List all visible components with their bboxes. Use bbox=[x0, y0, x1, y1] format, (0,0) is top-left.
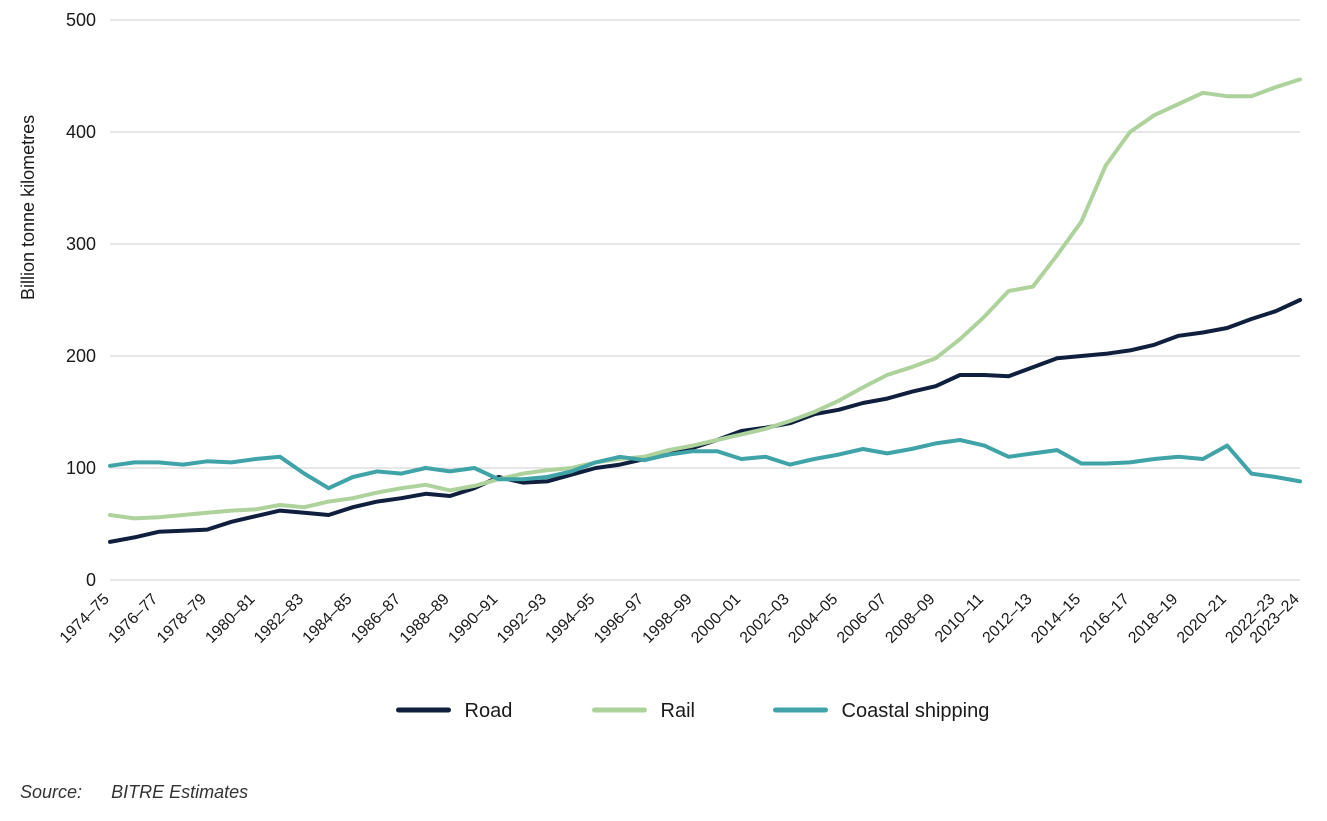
x-tick-label: 2006–07 bbox=[834, 591, 890, 647]
x-tick-label: 2020–21 bbox=[1174, 591, 1230, 647]
y-tick-label: 300 bbox=[66, 234, 96, 254]
source-text: BITRE Estimates bbox=[111, 782, 248, 802]
y-tick-label: 0 bbox=[86, 570, 96, 590]
legend-label: Rail bbox=[661, 700, 695, 722]
y-tick-label: 100 bbox=[66, 458, 96, 478]
x-tick-label: 1976–77 bbox=[105, 591, 161, 647]
x-tick-label: 1986–87 bbox=[348, 591, 404, 647]
legend-label: Coastal shipping bbox=[842, 700, 990, 722]
x-tick-label: 1978–79 bbox=[154, 591, 210, 647]
y-tick-label: 500 bbox=[66, 10, 96, 30]
x-tick-label: 2008–09 bbox=[882, 591, 938, 647]
y-tick-label: 200 bbox=[66, 346, 96, 366]
x-tick-label: 1998–99 bbox=[640, 591, 696, 647]
x-tick-label: 1988–89 bbox=[397, 591, 453, 647]
x-tick-label: 2010–11 bbox=[932, 591, 987, 646]
x-tick-label: 2012–13 bbox=[980, 591, 1036, 647]
x-tick-label: 1984–85 bbox=[300, 591, 356, 647]
x-tick-label: 2004–05 bbox=[785, 591, 841, 647]
x-tick-label: 1996–97 bbox=[591, 591, 647, 647]
x-tick-label: 1994–95 bbox=[542, 591, 598, 647]
x-tick-label: 1992–93 bbox=[494, 591, 550, 647]
source-note: Source: BITRE Estimates bbox=[20, 782, 248, 803]
series-line-coastal-shipping bbox=[110, 440, 1300, 488]
x-tick-label: 2000–01 bbox=[688, 591, 744, 647]
y-tick-label: 400 bbox=[66, 122, 96, 142]
y-axis-label: Billion tonne kilometres bbox=[18, 115, 39, 300]
line-chart: 01002003004005001974–751976–771978–79198… bbox=[0, 0, 1327, 760]
x-tick-label: 1980–81 bbox=[202, 591, 258, 647]
source-label: Source: bbox=[20, 782, 82, 802]
chart-container: Billion tonne kilometres 0 100 200 300 400 50… bbox=[0, 0, 1327, 821]
x-tick-label: 2002–03 bbox=[737, 591, 793, 647]
x-tick-label: 2018–19 bbox=[1125, 591, 1181, 647]
legend-label: Road bbox=[465, 700, 513, 722]
x-tick-label: 1982–83 bbox=[251, 591, 307, 647]
x-tick-label: 1974–75 bbox=[57, 591, 113, 647]
x-tick-label: 2016–17 bbox=[1077, 591, 1133, 647]
x-tick-label: 1990–91 bbox=[445, 591, 501, 647]
x-tick-label: 2014–15 bbox=[1028, 591, 1084, 647]
